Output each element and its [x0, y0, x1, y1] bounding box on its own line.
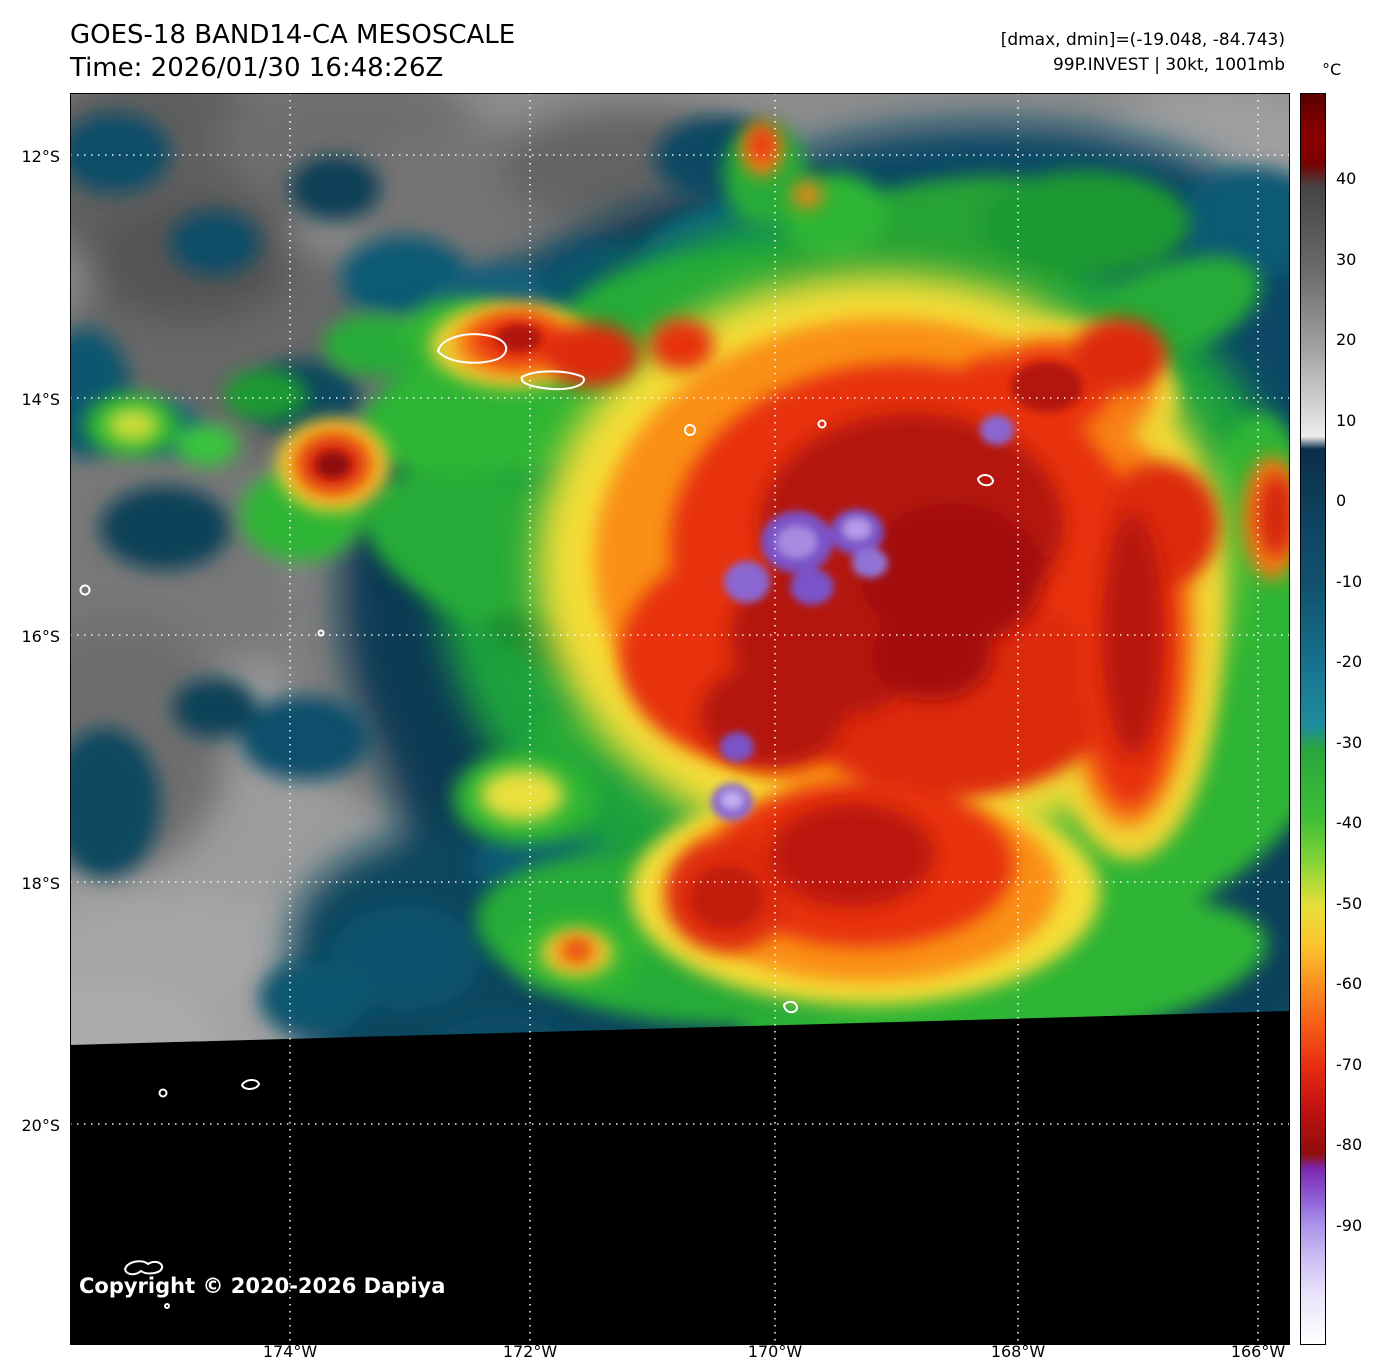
cloud-layer-darkred: [316, 324, 1164, 928]
colorbar-tick-label: -10: [1336, 572, 1363, 591]
lat-tick-label: 14°S: [21, 390, 60, 409]
map-plot: Copyright © 2020-2026 Dapiya: [70, 93, 1290, 1345]
lon-tick-label: 174°W: [262, 1342, 318, 1359]
lat-tick-label: 12°S: [21, 147, 60, 166]
no-data-region: [70, 1011, 1290, 1345]
colorbar-unit-label: °C: [1322, 60, 1342, 79]
header-right: [dmax, dmin]=(-19.048, -84.743) 99P.INVE…: [1001, 28, 1285, 77]
plot-border: [70, 93, 1290, 1345]
colorbar-tick-label: 30: [1336, 250, 1357, 269]
colorbar-tick-label: 0: [1336, 491, 1347, 510]
lon-tick-label: 172°W: [502, 1342, 558, 1359]
lon-tick-label: 168°W: [990, 1342, 1046, 1359]
colorbar-tick-label: -50: [1336, 894, 1363, 913]
lon-tick-label: 166°W: [1230, 1342, 1286, 1359]
colorbar-tick-label: -20: [1336, 652, 1363, 671]
gridlines: [70, 93, 1290, 1345]
cloud-layer-purple: [711, 415, 1014, 821]
lat-tick-label: 20°S: [21, 1116, 60, 1135]
timestamp-label: Time: 2026/01/30 16:48:26Z: [70, 53, 444, 83]
colorbar-tick-label: -40: [1336, 813, 1363, 832]
dmax-dmin-label: [dmax, dmin]=(-19.048, -84.743): [1000, 30, 1285, 50]
colorbar-tick-label: 20: [1336, 330, 1357, 349]
copyright-label: Copyright © 2020-2026 Dapiya: [79, 1274, 446, 1298]
lat-tick-label: 16°S: [21, 627, 60, 646]
lon-tick-label: 170°W: [747, 1342, 803, 1359]
colorbar-tick-label: -30: [1336, 733, 1363, 752]
colorbar-tick-label: -60: [1336, 974, 1363, 993]
colorbar-tick-label: -90: [1336, 1216, 1363, 1235]
colorbar-tick-label: -70: [1336, 1055, 1363, 1074]
storm-info-label: 99P.INVEST | 30kt, 1001mb: [1052, 54, 1285, 75]
lat-tick-label: 18°S: [21, 874, 60, 893]
colorbar-tick-label: 40: [1336, 169, 1357, 188]
island-outlines: [79, 333, 995, 1309]
page-title: GOES-18 BAND14-CA MESOSCALE: [70, 20, 516, 50]
colorbar: [1300, 93, 1326, 1345]
colorbar-tick-label: -80: [1336, 1135, 1363, 1154]
satellite-image: [70, 93, 1290, 1345]
colorbar-tick-label: 10: [1336, 411, 1357, 430]
